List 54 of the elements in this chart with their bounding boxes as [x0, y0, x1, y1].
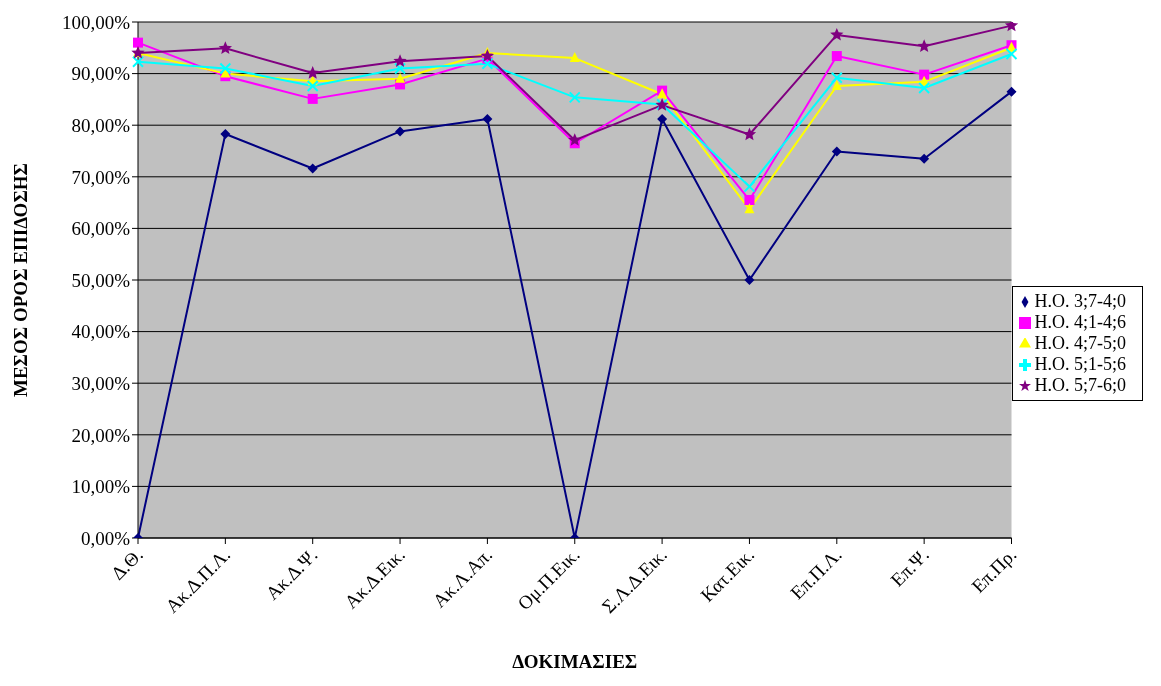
y-tick-label: 30,00%	[71, 372, 131, 394]
legend-label: Η.Ο. 3;7-4;0	[1034, 290, 1126, 311]
point	[394, 62, 407, 75]
x-axis-title: ΔΟΚΙΜΑΣΙΕΣ	[512, 651, 638, 672]
y-tick-label: 20,00%	[71, 424, 131, 446]
legend-label: Η.Ο. 4;7-5;0	[1034, 332, 1126, 353]
y-tick-label: 70,00%	[71, 166, 131, 188]
point	[919, 153, 930, 164]
point	[744, 275, 755, 285]
point	[831, 51, 842, 62]
y-tick-label: 0,00%	[80, 527, 131, 549]
point	[744, 195, 755, 206]
point	[568, 133, 582, 146]
point	[742, 127, 757, 141]
point	[393, 54, 407, 67]
point	[132, 55, 144, 68]
point	[306, 79, 319, 92]
y-axis-title: ΜΕΣΟΣ ΟΡΟΣ ΕΠΙΔΟΣΗΣ	[9, 162, 31, 398]
point	[743, 180, 756, 193]
y-tick-label: 90,00%	[71, 63, 131, 85]
point	[569, 52, 580, 63]
point	[307, 93, 318, 104]
point	[480, 49, 495, 62]
point	[220, 128, 231, 139]
legend-label: Η.Ο. 5;1-5;6	[1034, 353, 1126, 374]
point	[219, 62, 232, 75]
point	[831, 146, 842, 157]
legend-label: Η.Ο. 4;1-4;6	[1034, 311, 1126, 332]
point	[306, 66, 320, 79]
point	[744, 203, 755, 214]
y-tick-label: 80,00%	[71, 114, 131, 136]
point	[918, 82, 931, 95]
y-tick-label: 60,00%	[71, 218, 131, 240]
point	[307, 163, 318, 174]
point	[830, 27, 844, 41]
point	[1006, 86, 1017, 97]
point	[917, 39, 931, 52]
point	[831, 79, 842, 90]
y-tick-label: 100,00%	[61, 11, 131, 33]
point	[481, 57, 494, 70]
point	[919, 69, 930, 80]
y-tick-label: 50,00%	[71, 269, 131, 291]
point	[568, 91, 581, 104]
point	[395, 72, 406, 83]
point	[482, 114, 493, 125]
point	[395, 126, 406, 137]
point	[133, 37, 143, 48]
point	[1005, 47, 1018, 60]
point	[657, 114, 668, 125]
y-tick-label: 10,00%	[71, 476, 131, 498]
legend-label: Η.Ο. 5;7-6;0	[1034, 374, 1126, 395]
point	[218, 41, 233, 54]
y-tick-label: 40,00%	[71, 321, 131, 343]
point	[830, 71, 843, 84]
